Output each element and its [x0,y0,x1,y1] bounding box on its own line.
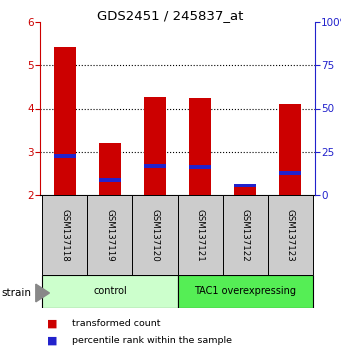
Bar [42,275,178,308]
Bar [189,165,211,169]
Text: transformed count: transformed count [72,319,161,328]
Bar [54,47,76,195]
Bar [132,195,178,275]
Text: GSM137123: GSM137123 [286,209,295,261]
Bar [54,154,76,158]
Text: GSM137122: GSM137122 [241,209,250,261]
Bar [42,195,87,275]
Bar [178,195,223,275]
Text: GSM137121: GSM137121 [195,209,205,261]
Text: percentile rank within the sample: percentile rank within the sample [72,336,233,345]
Text: GSM137118: GSM137118 [60,209,69,261]
Bar [223,195,268,275]
Bar [178,275,313,308]
Polygon shape [36,284,49,302]
Bar [99,143,121,195]
Bar [189,98,211,195]
Text: TAC1 overexpressing: TAC1 overexpressing [194,286,296,297]
Text: GDS2451 / 245837_at: GDS2451 / 245837_at [97,9,244,22]
Bar [279,171,301,175]
Bar [268,195,313,275]
Bar [234,187,256,195]
Bar [87,195,132,275]
Bar [144,164,166,167]
Text: GSM137120: GSM137120 [150,209,160,261]
Text: GSM137119: GSM137119 [105,209,114,261]
Text: ■: ■ [47,335,57,345]
Bar [144,97,166,195]
Bar [279,104,301,195]
Bar [234,183,256,187]
Text: control: control [93,286,127,297]
Text: ■: ■ [47,318,57,328]
Bar [99,178,121,182]
Text: strain: strain [2,288,32,298]
